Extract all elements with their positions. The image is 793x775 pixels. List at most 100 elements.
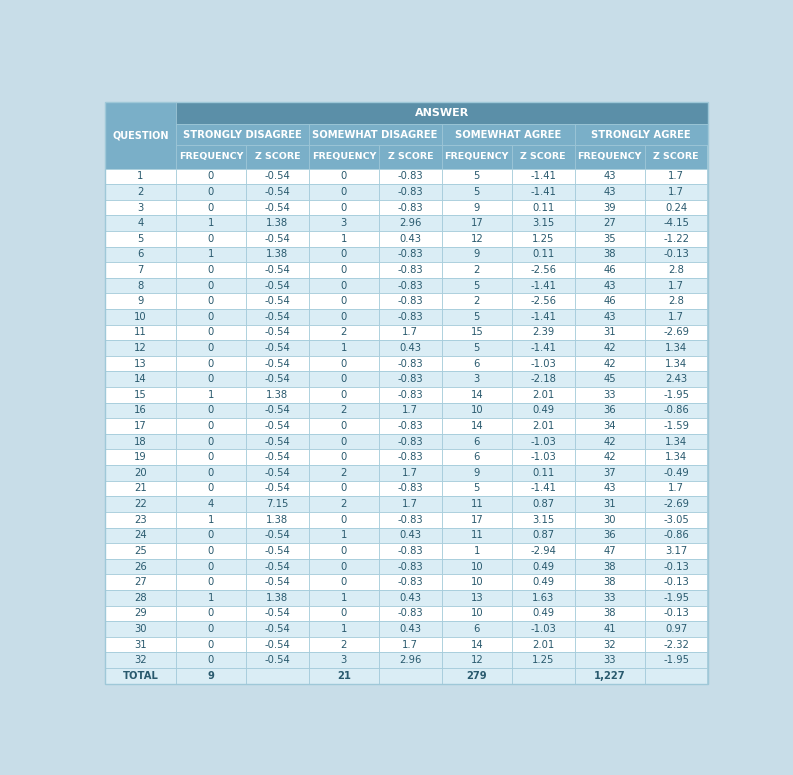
Bar xyxy=(575,387,645,403)
Text: 0.43: 0.43 xyxy=(400,234,421,244)
Text: 6: 6 xyxy=(473,624,480,634)
Bar xyxy=(645,449,707,465)
Bar xyxy=(645,403,707,418)
Text: 0: 0 xyxy=(208,281,214,291)
Bar xyxy=(512,590,575,605)
Text: 0.87: 0.87 xyxy=(532,530,554,540)
Text: 0.11: 0.11 xyxy=(532,250,554,260)
Bar xyxy=(512,325,575,340)
Text: 31: 31 xyxy=(134,639,147,649)
Text: 0: 0 xyxy=(208,577,214,587)
Bar xyxy=(575,371,645,387)
Bar xyxy=(308,356,379,371)
Text: 0: 0 xyxy=(341,421,347,431)
Bar xyxy=(308,294,379,309)
Bar xyxy=(105,621,176,637)
Bar xyxy=(442,184,512,200)
Text: 0.49: 0.49 xyxy=(532,562,554,571)
Bar xyxy=(442,309,512,325)
Bar xyxy=(176,574,246,590)
Text: 9: 9 xyxy=(473,468,480,478)
Bar xyxy=(308,145,379,168)
Text: 10: 10 xyxy=(470,562,483,571)
Text: -0.83: -0.83 xyxy=(397,608,423,618)
Bar xyxy=(645,668,707,684)
Text: 14: 14 xyxy=(134,374,147,384)
Bar xyxy=(645,496,707,512)
Text: 11: 11 xyxy=(134,327,147,337)
Bar xyxy=(246,668,308,684)
Text: -0.54: -0.54 xyxy=(265,453,290,462)
Text: -0.54: -0.54 xyxy=(265,562,290,571)
Text: -1.03: -1.03 xyxy=(531,624,556,634)
Text: 0: 0 xyxy=(208,265,214,275)
Text: 0: 0 xyxy=(208,359,214,369)
Bar xyxy=(105,215,176,231)
Bar xyxy=(105,512,176,528)
Bar xyxy=(575,145,645,168)
Text: -1.41: -1.41 xyxy=(531,187,556,197)
Bar xyxy=(246,434,308,450)
Bar xyxy=(308,124,442,145)
Bar xyxy=(512,294,575,309)
Text: -2.69: -2.69 xyxy=(663,499,689,509)
Text: 1.25: 1.25 xyxy=(532,655,554,665)
Bar xyxy=(575,543,645,559)
Text: -1.03: -1.03 xyxy=(531,453,556,462)
Text: -0.83: -0.83 xyxy=(397,421,423,431)
Bar xyxy=(645,215,707,231)
Text: 0: 0 xyxy=(341,281,347,291)
Bar xyxy=(105,371,176,387)
Bar xyxy=(645,246,707,262)
Text: -0.54: -0.54 xyxy=(265,624,290,634)
Text: 0.43: 0.43 xyxy=(400,530,421,540)
Text: 0: 0 xyxy=(208,296,214,306)
Text: -0.54: -0.54 xyxy=(265,171,290,181)
Bar xyxy=(645,512,707,528)
Text: 7.15: 7.15 xyxy=(266,499,289,509)
Bar xyxy=(442,246,512,262)
Text: 0: 0 xyxy=(208,343,214,353)
Text: -0.83: -0.83 xyxy=(397,265,423,275)
Bar xyxy=(575,465,645,480)
Text: Z SCORE: Z SCORE xyxy=(388,153,433,161)
Bar xyxy=(379,590,442,605)
Bar xyxy=(176,559,246,574)
Bar xyxy=(645,145,707,168)
Bar xyxy=(442,496,512,512)
Bar xyxy=(575,262,645,277)
Bar xyxy=(246,168,308,184)
Text: 46: 46 xyxy=(603,296,616,306)
Bar xyxy=(575,231,645,246)
Text: 21: 21 xyxy=(134,484,147,494)
Bar xyxy=(176,543,246,559)
Bar xyxy=(246,574,308,590)
Text: 0: 0 xyxy=(208,171,214,181)
Text: -1.95: -1.95 xyxy=(663,593,689,603)
Text: -0.83: -0.83 xyxy=(397,436,423,446)
Bar xyxy=(246,184,308,200)
Bar xyxy=(512,668,575,684)
Bar xyxy=(379,543,442,559)
Bar xyxy=(512,496,575,512)
Bar xyxy=(512,449,575,465)
Bar xyxy=(379,277,442,294)
Bar xyxy=(442,590,512,605)
Text: 2: 2 xyxy=(341,639,347,649)
Text: 4: 4 xyxy=(137,218,144,228)
Text: 1,227: 1,227 xyxy=(594,671,626,680)
Text: 0: 0 xyxy=(341,390,347,400)
Text: -2.94: -2.94 xyxy=(531,546,556,556)
Text: 1.7: 1.7 xyxy=(668,312,684,322)
Text: 0: 0 xyxy=(208,546,214,556)
Bar xyxy=(575,403,645,418)
Bar xyxy=(379,434,442,450)
Text: -0.83: -0.83 xyxy=(397,453,423,462)
Bar xyxy=(645,480,707,496)
Bar xyxy=(308,200,379,215)
Text: 0: 0 xyxy=(341,608,347,618)
Bar xyxy=(379,559,442,574)
Text: 32: 32 xyxy=(603,639,616,649)
Bar xyxy=(442,449,512,465)
Text: 12: 12 xyxy=(470,655,483,665)
